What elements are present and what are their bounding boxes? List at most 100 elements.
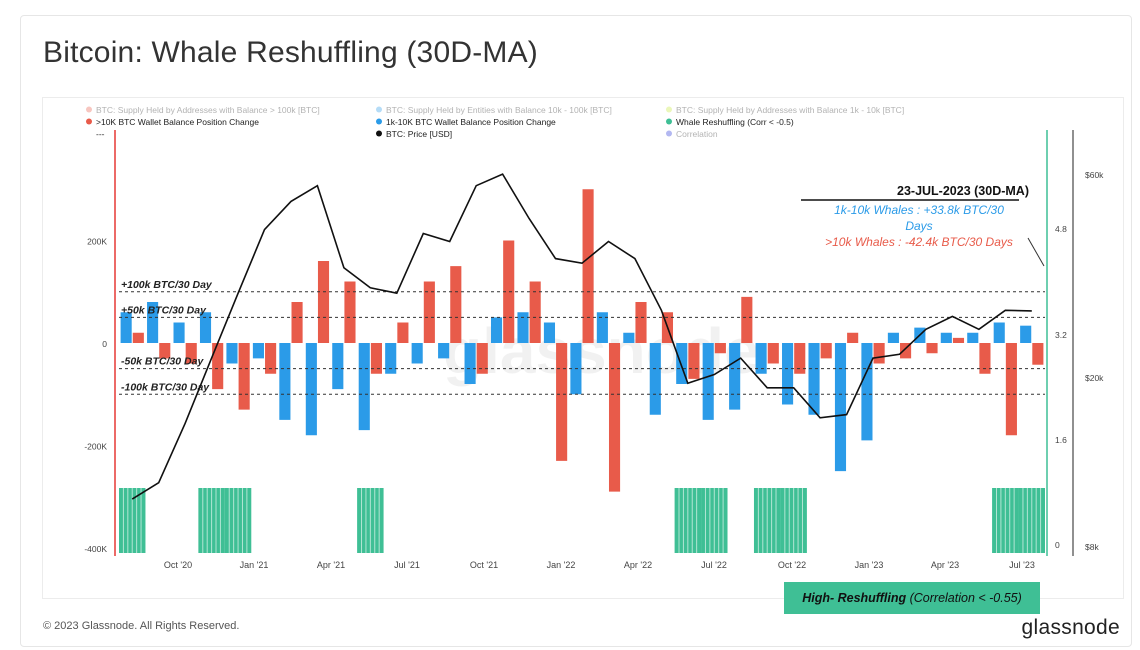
legend-item: 1k-10K BTC Wallet Balance Position Chang… [386,117,556,127]
legend-item: >10K BTC Wallet Balance Position Change [96,117,259,127]
bar-1k-10k [438,343,450,359]
bar-1k-10k [887,332,899,343]
price-tick-label: $20k [1085,373,1104,383]
bar-gt10k [714,343,726,354]
bar-gt10k [794,343,806,374]
legend-dot [666,130,672,137]
x-tick-label: Oct '20 [164,560,192,570]
x-tick-label: Apr '23 [931,560,959,570]
bar-1k-10k [543,322,556,343]
x-tick-label: Jan '22 [547,560,576,570]
y2-tick-label: 3.2 [1055,330,1067,340]
bar-1k-10k [120,312,132,343]
bar-gt10k [556,343,568,461]
bar-gt10k [476,343,488,374]
copyright-text: © 2023 Glassnode. All Rights Reserved. [43,620,240,632]
legend-dot [376,106,382,113]
bar-gt10k [1005,343,1017,436]
x-tick-label: Oct '21 [470,560,498,570]
badge-rest-text: (Correlation < -0.55) [906,591,1022,605]
bar-gt10k [212,343,224,390]
bar-gt10k [767,343,779,364]
annotation-gt10k: >10k Whales : -42.4k BTC/30 Days [825,235,1013,249]
bar-gt10k [423,281,435,343]
bar-1k-10k [729,343,741,410]
legend-dot [666,106,672,113]
bar-1k-10k [993,322,1005,343]
bar-1k-10k [305,343,317,436]
bar-gt10k [185,343,197,364]
bar-gt10k [1032,343,1044,365]
legend-item: BTC: Price [USD] [386,129,452,139]
bar-1k-10k [490,317,503,343]
y-tick-label: -400K [84,544,107,554]
chart-svg: BTC: Supply Held by Addresses with Balan… [84,105,1104,570]
bar-gt10k [873,343,885,364]
bar-1k-10k [517,312,529,343]
bar-1k-10k [147,302,159,343]
bar-1k-10k [755,343,767,374]
legend-dot [86,118,92,125]
bar-gt10k [847,332,859,343]
y-tick-label: 200K [87,237,107,247]
x-tick-label: Jan '23 [855,560,884,570]
price-line [131,173,1032,500]
bar-1k-10k [623,332,635,343]
x-tick-label: Jul '21 [394,560,420,570]
bar-1k-10k [861,343,873,441]
legend-item: --- [96,129,105,139]
legend-dot [376,130,382,137]
legend-item: Whale Reshuffling (Corr < -0.5) [676,117,794,127]
bar-gt10k [688,343,700,379]
x-tick-label: Apr '22 [624,560,652,570]
bar-gt10k [582,189,594,343]
annotation-days: Days [905,219,932,233]
bar-1k-10k [702,343,714,420]
bar-1k-10k [252,343,264,359]
reference-label: +50k BTC/30 Day [121,304,207,316]
legend-item: BTC: Supply Held by Entities with Balanc… [386,105,612,115]
bar-1k-10k [967,332,979,343]
bar-gt10k [238,343,250,410]
bar-gt10k [979,343,991,374]
price-tick-label: $8k [1085,542,1099,552]
reference-label: -100k BTC/30 Day [121,381,210,393]
chart-title: Bitcoin: Whale Reshuffling (30D-MA) [43,36,538,69]
x-tick-label: Jul '22 [701,560,727,570]
legend-item: Correlation [676,129,718,139]
annotation-1k-10k: 1k-10k Whales : +33.8k BTC/30 [834,203,1004,217]
x-tick-label: Jan '21 [240,560,269,570]
bar-gt10k [159,343,171,359]
annotation-pointer [1027,237,1045,267]
bar-gt10k [450,266,462,343]
plot-area: BTC: Supply Held by Addresses with Balan… [42,97,1124,599]
bar-gt10k [820,343,832,359]
y2-tick-label: 1.6 [1055,435,1067,445]
y2-tick-label: 4.8 [1055,224,1067,234]
legend-item: BTC: Supply Held by Addresses with Balan… [96,105,320,115]
bar-gt10k [132,332,144,343]
high-reshuffling-badge: High- Reshuffling (Correlation < -0.55) [784,582,1040,614]
bar-gt10k [529,281,541,343]
x-tick-label: Jul '23 [1009,560,1035,570]
bar-1k-10k [385,343,397,374]
bar-gt10k [397,322,409,343]
bar-1k-10k [226,343,238,364]
bar-gt10k [926,343,938,354]
bar-1k-10k [1020,325,1032,343]
bar-1k-10k [411,343,423,364]
bar-gt10k [503,240,515,343]
bar-1k-10k [834,343,847,472]
bar-1k-10k [358,343,370,431]
bar-gt10k [635,302,647,343]
bar-1k-10k [676,343,688,384]
glassnode-logo: glassnode [1021,616,1120,639]
legend-dot [666,118,672,125]
bar-1k-10k [596,312,608,343]
bar-gt10k [265,343,277,374]
price-tick-label: $60k [1085,170,1104,180]
bar-1k-10k [279,343,291,420]
reference-label: +100k BTC/30 Day [121,279,213,291]
bar-1k-10k [649,343,661,415]
bar-gt10k [344,281,356,343]
